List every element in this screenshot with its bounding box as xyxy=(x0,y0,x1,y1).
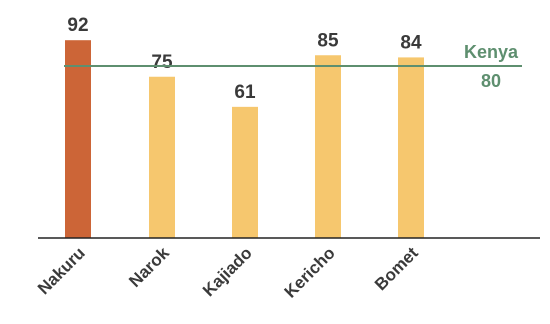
category-label-kericho: Kericho xyxy=(281,243,339,301)
value-label-bomet: 84 xyxy=(400,32,422,53)
bars-group xyxy=(65,40,424,239)
reference-line-label: Kenya xyxy=(464,42,519,62)
value-label-narok: 75 xyxy=(151,52,173,73)
bar-kericho xyxy=(315,55,341,238)
category-label-nakuru: Nakuru xyxy=(34,243,89,298)
bar-narok xyxy=(149,76,175,238)
bar-kajiado xyxy=(232,106,258,238)
value-labels-group: 92 75 61 85 84 xyxy=(67,15,422,103)
bar-bomet xyxy=(398,57,424,239)
category-label-bomet: Bomet xyxy=(371,243,422,294)
value-label-nakuru: 92 xyxy=(67,15,88,36)
category-label-kajiado: Kajiado xyxy=(199,243,256,300)
category-label-narok: Narok xyxy=(125,243,173,291)
bar-nakuru xyxy=(65,40,91,239)
value-label-kericho: 85 xyxy=(317,30,339,51)
category-labels-group: Nakuru Narok Kajiado Kericho Bomet xyxy=(34,243,422,302)
value-label-kajiado: 61 xyxy=(234,82,256,103)
reference-line-value: 80 xyxy=(481,71,501,91)
